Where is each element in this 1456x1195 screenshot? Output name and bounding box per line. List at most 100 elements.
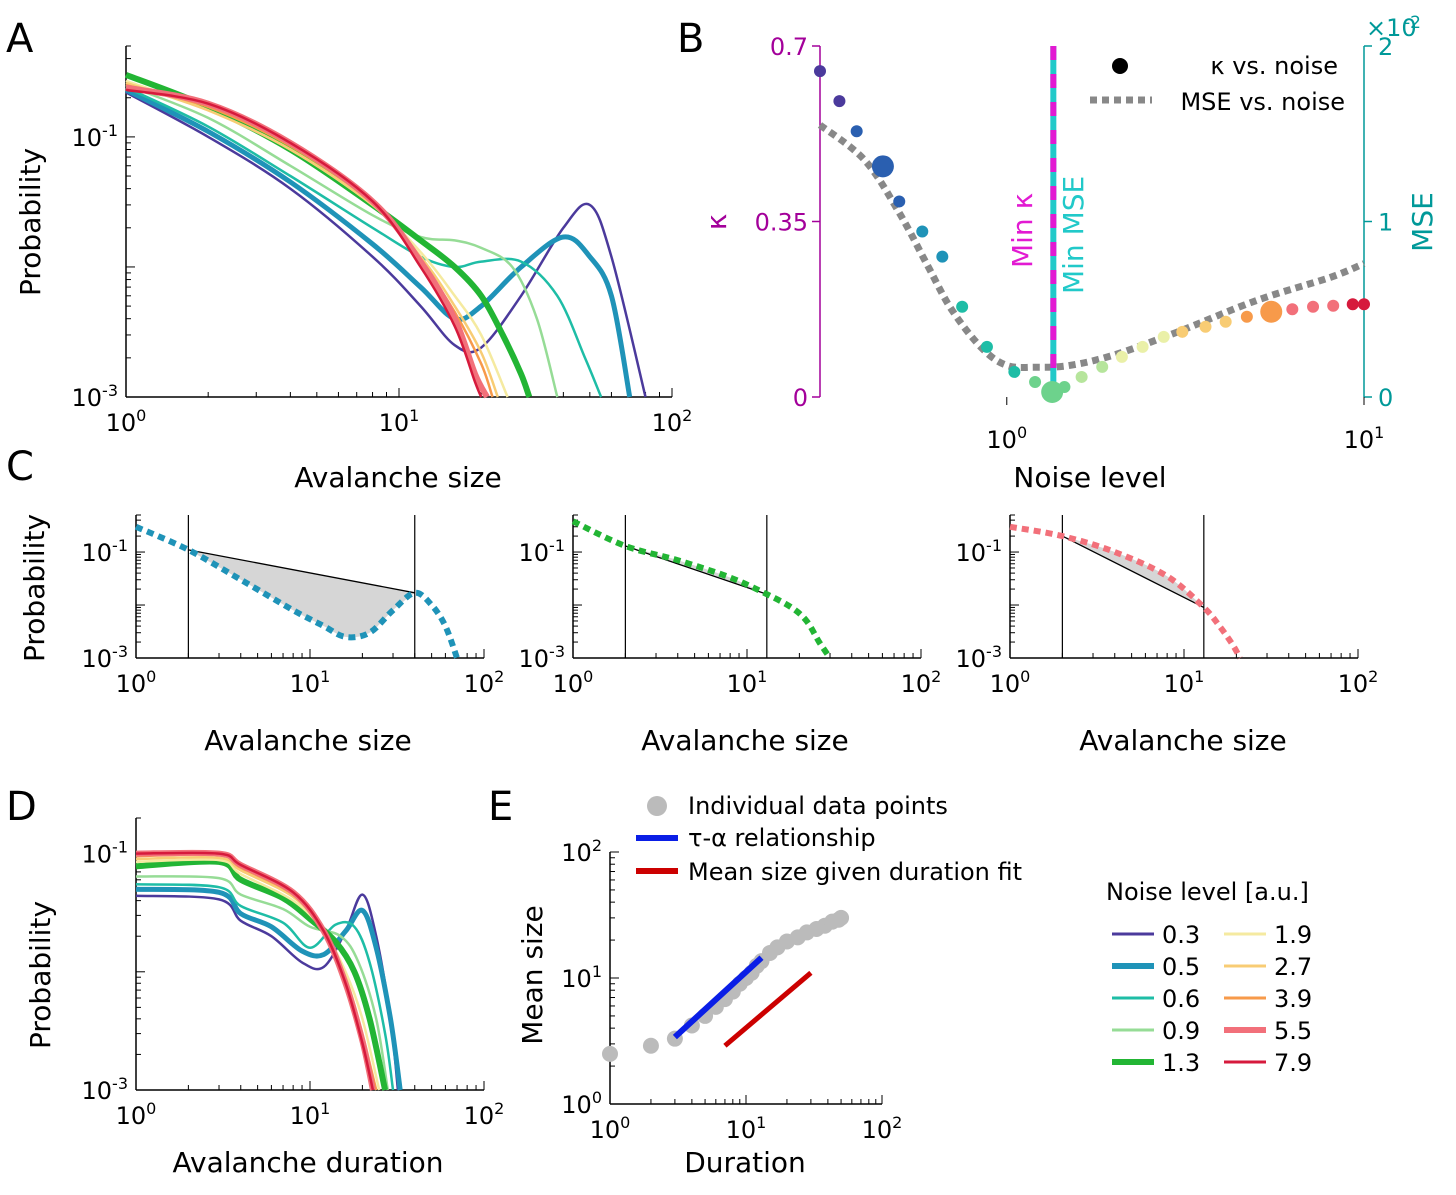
panel-b-mse-curve [817, 122, 1366, 371]
panel-e-ylabel: Mean size [516, 905, 549, 1044]
panel-d-series-0.6 [135, 883, 395, 1091]
panel-d-ylabel: Probability [24, 901, 57, 1049]
panel-b-mse-multiplier: ×10 [1366, 14, 1417, 42]
panel-d-ytick-label: 10-1 [82, 838, 129, 869]
panel-c1-xtick-label: 102 [464, 667, 505, 698]
panel-e-data-point [642, 1037, 659, 1054]
panel-b-kappa-point [1075, 370, 1088, 383]
noise-legend-label-0.9: 0.9 [1162, 1017, 1200, 1045]
panel-e-legend-points: Individual data points [688, 792, 948, 820]
noise-legend: 0.3 0.5 0.6 0.9 1.3 1.9 2.7 3.9 5.5 7.9 [1112, 921, 1312, 1077]
panel-a-series-0.3 [125, 91, 647, 398]
panel-c3-ytick-label: 10-3 [956, 642, 1003, 673]
panel-b-kappa-point [980, 340, 993, 353]
panel-a-series-5.5 [125, 84, 490, 399]
panel-e-xtick-label: 102 [862, 1113, 903, 1144]
panel-c3-ytick-label: 10-1 [956, 536, 1003, 567]
panel-c1-xtick-label: 101 [290, 667, 331, 698]
panel-b-mse-tick-label: 0 [1378, 384, 1393, 412]
panel-e-data-point [833, 909, 850, 926]
panel-b-legend-mse: MSE vs. noise [1180, 88, 1345, 116]
panel-a-series-0.5 [124, 87, 633, 398]
noise-legend-label-7.9: 7.9 [1274, 1049, 1312, 1077]
panel-b-mse-tick-label: 2 [1378, 33, 1393, 61]
panel-e-legend-tau-alpha: τ-α relationship [688, 824, 876, 852]
panel-d-series-0.5 [135, 886, 403, 1091]
panel-letter-e: E [488, 784, 513, 830]
panel-c2-xlabel: Avalanche size [641, 724, 848, 757]
panel-a-ytick-label: 10-3 [72, 381, 119, 412]
panel-letter-a: A [6, 16, 34, 62]
noise-legend-label-1.3: 1.3 [1162, 1049, 1200, 1077]
panel-b-xlabel: Noise level [1013, 461, 1166, 494]
panel-d-series-1.9 [135, 858, 381, 1091]
panel-b-kappa-point [1358, 298, 1370, 311]
panel-c2-xtick-label: 100 [553, 667, 594, 698]
panel-c1-chord [188, 549, 415, 594]
panel-c3-chord [1062, 535, 1205, 609]
noise-legend-label-1.9: 1.9 [1274, 921, 1312, 949]
panel-letter-c: C [6, 444, 34, 490]
panel-e-ytick-label: 100 [561, 1088, 602, 1119]
panel-c-ylabel: Probability [18, 514, 51, 662]
panel-b-kappa-point [916, 225, 929, 238]
noise-legend-label-3.9: 3.9 [1274, 985, 1312, 1013]
panel-b-legend-kappa-marker [1112, 58, 1128, 74]
panel-letter-d: D [6, 784, 37, 830]
panel-a-series-3.9 [125, 83, 494, 398]
panel-d-series-7.9 [135, 851, 375, 1091]
panel-b-kappa-point [1029, 375, 1042, 388]
panel-a-xtick-label: 101 [379, 406, 420, 437]
panel-a-xlabel: Avalanche size [294, 461, 501, 494]
panel-c1-shaded-area [188, 549, 415, 638]
panel-b-ylabel-mse: MSE [1406, 192, 1439, 252]
panel-c1-ytick-label: 10-3 [82, 642, 129, 673]
panel-b-mse-multiplier-exp: -2 [1404, 13, 1421, 33]
panel-c2-xtick-label: 102 [901, 667, 942, 698]
panel-b-kappa-point [814, 65, 826, 78]
panel-c2-ytick-label: 10-1 [519, 536, 566, 567]
panel-d-xtick-label: 101 [290, 1099, 331, 1130]
panel-d-series-1.3 [135, 858, 389, 1091]
panel-c1-ytick-label: 10-1 [82, 536, 129, 567]
panel-b-kappa-point [1240, 310, 1253, 323]
panel-c3-xtick-label: 100 [990, 667, 1031, 698]
panel-b-mse-tick-label: 1 [1378, 209, 1393, 237]
panel-c3-xtick-label: 101 [1164, 667, 1205, 698]
panel-b-xtick-label: 101 [1344, 423, 1385, 454]
panel-c3-xlabel: Avalanche size [1079, 724, 1286, 757]
panel-a-ylabel: Probability [14, 148, 47, 296]
panel-b-min-mse-label: Min MSE [1057, 176, 1090, 294]
panel-e-legend-points-marker [647, 796, 667, 816]
panel-b-kappa-point [1199, 320, 1212, 333]
panel-c1-xtick-label: 100 [116, 667, 157, 698]
panel-c2-ytick-label: 10-3 [519, 642, 566, 673]
panel-e-fit-line [723, 970, 813, 1048]
panel-b-kappa-point [850, 125, 863, 138]
panel-a-series-0.6 [125, 86, 603, 398]
panel-c1-curve [134, 524, 460, 660]
panel-b-min-kappa-label: Min κ [1006, 193, 1039, 268]
panel-d-ytick-label: 10-3 [82, 1074, 129, 1105]
panel-e-xlabel: Duration [684, 1146, 806, 1179]
panel-e-ytick-label: 101 [561, 962, 602, 993]
panel-b-kappa-point [1041, 380, 1064, 403]
panel-b-kappa-tick-label: 0.35 [755, 209, 808, 237]
panel-e-xtick-label: 100 [590, 1113, 631, 1144]
panel-a-xtick-label: 102 [652, 406, 693, 437]
panel-b-kappa-tick-label: 0 [793, 384, 808, 412]
panel-a-series-1.3 [124, 72, 533, 399]
panel-a-ytick-label: 10-1 [72, 121, 119, 152]
panel-b-kappa-point [1219, 315, 1232, 328]
panel-b-ylabel-kappa: κ [700, 214, 733, 231]
panel-b-kappa-point [1157, 330, 1170, 343]
panel-a-series-7.9 [125, 88, 483, 398]
panel-e-data-point [602, 1045, 618, 1062]
panel-b-kappa-point [1346, 298, 1359, 311]
panel-b-kappa-point [1260, 300, 1283, 323]
panel-b-kappa-point [1176, 325, 1189, 338]
panel-b-kappa-point [936, 250, 949, 263]
noise-legend-label-0.5: 0.5 [1162, 953, 1200, 981]
panel-b-kappa-point [1136, 340, 1149, 353]
panel-e-legend-fit: Mean size given duration fit [688, 858, 1022, 886]
